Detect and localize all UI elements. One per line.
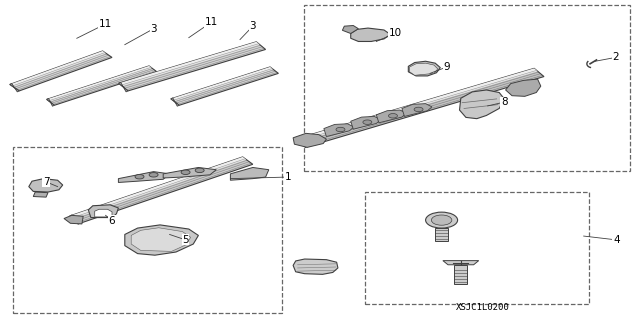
- Polygon shape: [131, 228, 191, 251]
- Circle shape: [431, 215, 452, 225]
- Polygon shape: [402, 104, 432, 116]
- Polygon shape: [10, 51, 106, 87]
- Text: 7: 7: [43, 177, 49, 187]
- Polygon shape: [10, 51, 112, 91]
- Circle shape: [414, 107, 423, 112]
- Text: 11: 11: [205, 17, 218, 27]
- Polygon shape: [47, 66, 152, 101]
- Bar: [13, 147, 282, 313]
- Text: XSJC1L0200: XSJC1L0200: [456, 303, 510, 312]
- Polygon shape: [119, 42, 266, 91]
- Polygon shape: [293, 259, 338, 274]
- Text: 3: 3: [250, 21, 256, 31]
- Polygon shape: [10, 84, 19, 92]
- Polygon shape: [460, 90, 504, 119]
- Polygon shape: [351, 116, 381, 129]
- Bar: [304, 5, 630, 171]
- Polygon shape: [443, 261, 479, 265]
- Text: 9: 9: [444, 62, 450, 72]
- Polygon shape: [171, 67, 278, 105]
- Bar: [365, 192, 589, 304]
- Polygon shape: [293, 133, 326, 147]
- Text: 3: 3: [150, 24, 157, 34]
- Polygon shape: [88, 205, 118, 218]
- Polygon shape: [506, 79, 541, 96]
- Polygon shape: [298, 137, 307, 148]
- Text: 8: 8: [501, 97, 508, 107]
- Polygon shape: [119, 42, 260, 86]
- Polygon shape: [351, 28, 390, 41]
- Circle shape: [336, 127, 345, 132]
- Polygon shape: [408, 61, 440, 76]
- Polygon shape: [298, 68, 544, 147]
- Polygon shape: [119, 82, 128, 92]
- Polygon shape: [410, 63, 438, 75]
- Polygon shape: [29, 179, 63, 192]
- Polygon shape: [64, 215, 83, 224]
- Circle shape: [388, 114, 397, 118]
- Polygon shape: [171, 98, 179, 106]
- Polygon shape: [118, 172, 170, 182]
- Polygon shape: [70, 215, 80, 224]
- Circle shape: [181, 170, 190, 174]
- Text: 4: 4: [613, 235, 620, 245]
- Circle shape: [363, 120, 372, 124]
- Polygon shape: [376, 110, 406, 123]
- Text: 1: 1: [285, 172, 291, 182]
- Text: 10: 10: [389, 28, 402, 38]
- Polygon shape: [298, 68, 538, 141]
- Polygon shape: [70, 157, 246, 219]
- Circle shape: [135, 174, 144, 179]
- Text: 6: 6: [109, 216, 115, 226]
- Text: 11: 11: [99, 19, 112, 29]
- Bar: [435, 228, 448, 241]
- Polygon shape: [163, 167, 216, 178]
- Circle shape: [426, 212, 458, 228]
- Text: 2: 2: [612, 52, 619, 63]
- Bar: [454, 265, 467, 284]
- Polygon shape: [171, 67, 273, 101]
- Circle shape: [195, 168, 204, 173]
- Polygon shape: [47, 99, 54, 106]
- Polygon shape: [230, 167, 269, 180]
- Polygon shape: [342, 26, 358, 33]
- Polygon shape: [324, 124, 354, 137]
- Text: 5: 5: [182, 235, 189, 245]
- Polygon shape: [47, 66, 157, 105]
- Polygon shape: [95, 209, 112, 217]
- Polygon shape: [70, 157, 253, 223]
- Polygon shape: [125, 225, 198, 255]
- Circle shape: [149, 173, 158, 177]
- Polygon shape: [33, 192, 48, 197]
